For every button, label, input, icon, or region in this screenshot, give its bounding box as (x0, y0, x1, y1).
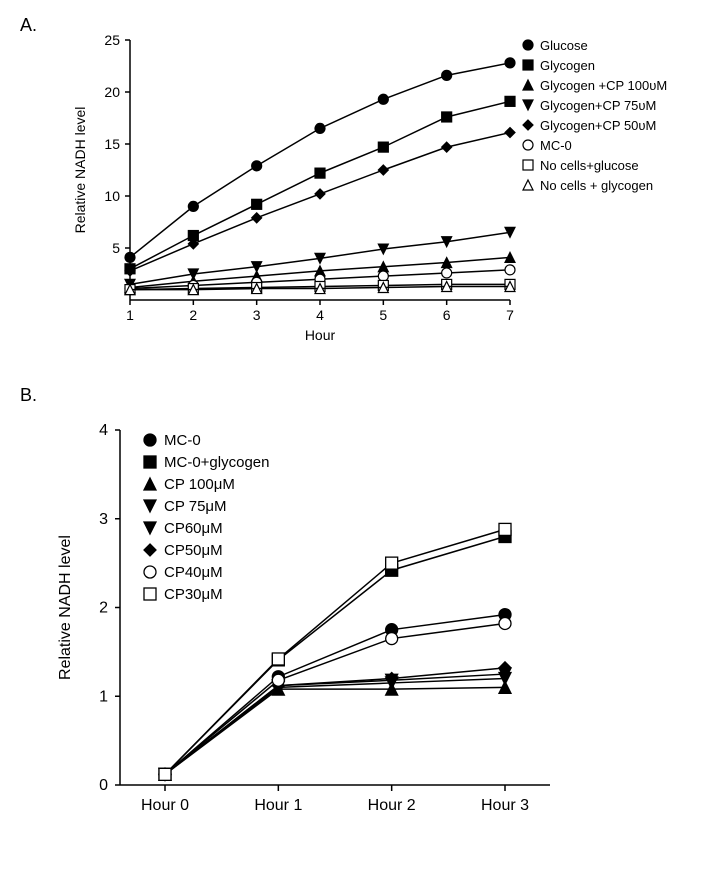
svg-text:Relative NADH level: Relative NADH level (57, 535, 74, 680)
svg-text:CP 100μM: CP 100μM (164, 476, 235, 493)
panel-a: A. 5101520251234567HourRelative NADH lev… (20, 20, 695, 360)
svg-text:4: 4 (99, 422, 108, 439)
svg-text:Hour 3: Hour 3 (481, 797, 529, 814)
panel-b-label: B. (20, 385, 37, 406)
chart-a: 5 10 15 20 25 1 2 3 4 5 6 7 Hour Relative NADH level G… (20, 20, 695, 360)
panel-b: B. 01234Hour 0Hour 1Hour 2Hour 3Relative… (20, 390, 695, 830)
svg-text:3: 3 (253, 307, 261, 323)
svg-text:No cells + glycogen: No cells + glycogen (540, 178, 653, 193)
svg-text:2: 2 (99, 600, 108, 617)
svg-text:15: 15 (104, 136, 120, 152)
svg-text:1: 1 (99, 688, 108, 705)
svg-text:MC-0: MC-0 (540, 138, 572, 153)
svg-text:CP40μM: CP40μM (164, 564, 223, 581)
svg-text:20: 20 (104, 84, 120, 100)
svg-text:Hour 1: Hour 1 (254, 797, 302, 814)
panel-a-label: A. (20, 15, 37, 36)
svg-text:7: 7 (506, 307, 514, 323)
svg-text:6: 6 (443, 307, 451, 323)
svg-text:MC-0+glycogen: MC-0+glycogen (164, 454, 269, 471)
svg-text:Hour 2: Hour 2 (368, 797, 416, 814)
svg-text:2: 2 (189, 307, 197, 323)
svg-text:Glycogen+CP 50υM: Glycogen+CP 50υM (540, 118, 656, 133)
svg-text:5: 5 (379, 307, 387, 323)
svg-text:CP60μM: CP60μM (164, 520, 223, 537)
svg-text:CP30μM: CP30μM (164, 586, 223, 603)
svg-text:0: 0 (99, 777, 108, 794)
svg-text:No cells+glucose: No cells+glucose (540, 158, 639, 173)
svg-text:4: 4 (316, 307, 324, 323)
svg-text:CP50μM: CP50μM (164, 542, 223, 559)
svg-text:MC-0: MC-0 (164, 432, 201, 449)
svg-text:Glycogen+CP 75υM: Glycogen+CP 75υM (540, 98, 656, 113)
svg-text:Glucose: Glucose (540, 38, 588, 53)
svg-text:Relative NADH level: Relative NADH level (72, 107, 88, 234)
svg-text:25: 25 (104, 32, 120, 48)
svg-text:CP 75μM: CP 75μM (164, 498, 227, 515)
svg-text:Glycogen +CP 100υM: Glycogen +CP 100υM (540, 78, 667, 93)
svg-text:Hour: Hour (305, 327, 336, 343)
svg-text:Hour 0: Hour 0 (141, 797, 189, 814)
svg-text:1: 1 (126, 307, 134, 323)
chart-b: 0 1 2 3 4 Hour 0 Hour 1 Hour 2 Hour 3 Relative NA… (20, 390, 695, 830)
svg-text:10: 10 (104, 188, 120, 204)
svg-text:Glycogen: Glycogen (540, 58, 595, 73)
svg-text:5: 5 (112, 240, 120, 256)
svg-text:3: 3 (99, 511, 108, 528)
